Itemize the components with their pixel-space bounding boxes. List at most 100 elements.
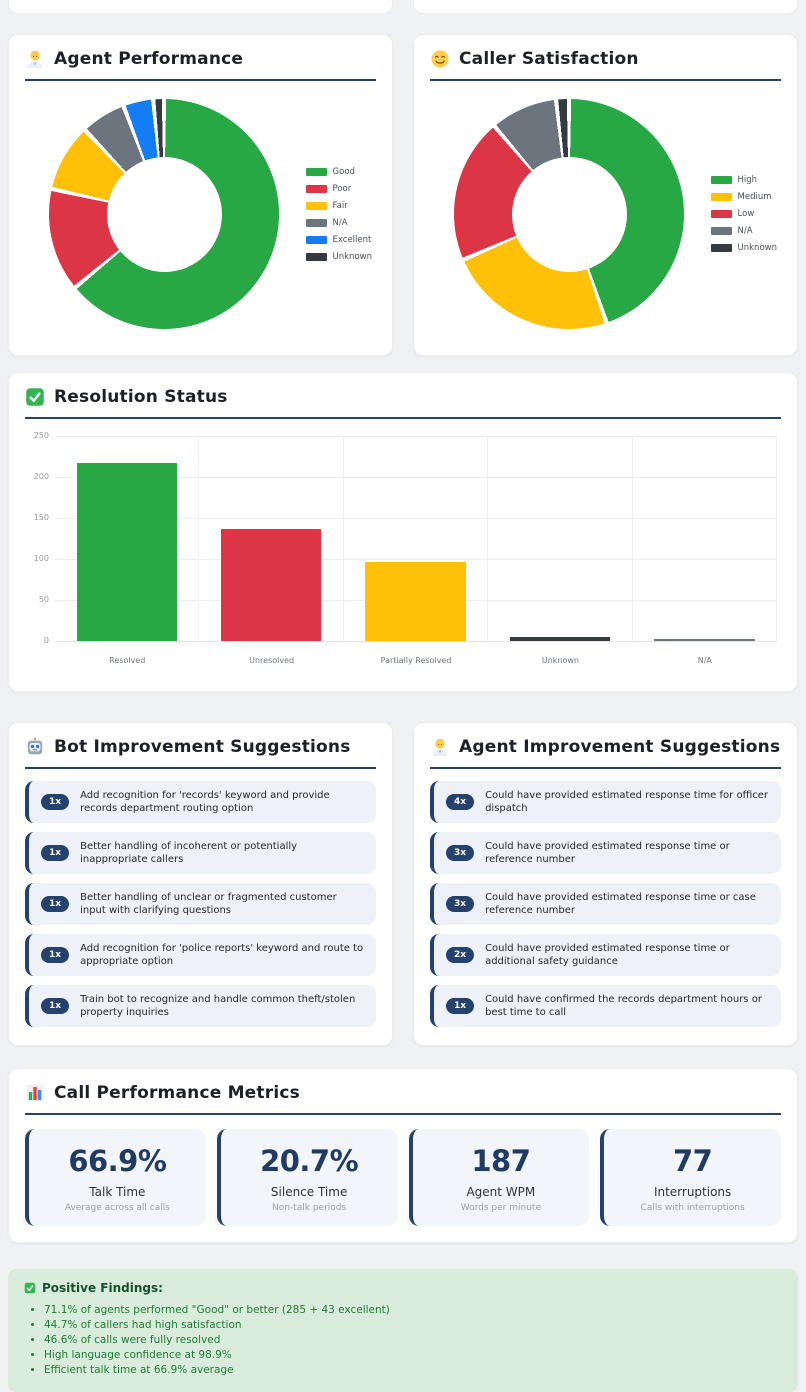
legend-swatch: [305, 201, 327, 210]
gridline: [55, 436, 777, 437]
legend-label: Unknown: [737, 243, 777, 253]
suggestion-text: Could have provided estimated response t…: [485, 892, 756, 916]
suggestion-item: 2x Could have provided estimated response…: [430, 934, 781, 976]
legend-item: Unknown: [305, 252, 372, 262]
resolution-status-title: Resolution Status: [54, 387, 228, 407]
metric-label: Talk Time: [89, 1185, 146, 1199]
legend-item: Excellent: [305, 235, 372, 245]
bar: [509, 636, 611, 641]
agent-performance-legend: Good Poor Fair N/A Excellent Unknown: [305, 167, 374, 262]
suggestion-text: Train bot to recognize and handle common…: [80, 994, 356, 1018]
legend-swatch: [305, 167, 327, 176]
robot-icon: [25, 737, 45, 757]
y-axis-tick-label: 100: [33, 554, 49, 563]
count-badge: 1x: [41, 998, 70, 1014]
agent-suggestions-list: 4x Could have provided estimated response…: [430, 781, 781, 1027]
legend-swatch: [710, 176, 732, 184]
legend-swatch: [710, 210, 732, 218]
caller-satisfaction-card: Caller Satisfaction High Medium Low N/A Unkn…: [413, 34, 798, 356]
call-metrics-title: Call Performance Metrics: [54, 1083, 300, 1103]
x-axis-tick-label: N/A: [697, 656, 712, 665]
bot-suggestions-header: Bot Improvement Suggestions: [25, 737, 376, 769]
bot-suggestions-title: Bot Improvement Suggestions: [54, 737, 351, 757]
legend-item: Medium: [710, 192, 777, 202]
suggestion-item: 1x Better handling of incoherent or poten…: [25, 832, 376, 874]
suggestion-item: 1x Add recognition for 'police reports' k…: [25, 934, 376, 976]
resolution-status-header: Resolution Status: [25, 387, 781, 419]
office-worker-icon: [430, 737, 450, 757]
legend-swatch: [305, 218, 327, 227]
check-mark-icon: [25, 387, 45, 407]
caller-satisfaction-donut: [454, 99, 684, 329]
resolution-status-card: Resolution Status 0 50 100 150 200 250 Resolve…: [8, 372, 798, 692]
bar-column: [631, 436, 776, 641]
count-badge: 1x: [41, 947, 70, 963]
legend-label: High: [737, 175, 758, 185]
suggestion-text: Better handling of incoherent or potenti…: [80, 841, 298, 865]
metric-sublabel: Words per minute: [460, 1203, 541, 1213]
suggestion-text: Add recognition for 'police reports' key…: [80, 943, 364, 967]
partial-card-right: [413, 0, 798, 14]
suggestion-item: 1x Add recognition for 'records' keyword …: [25, 781, 376, 823]
legend-item: High: [710, 175, 777, 185]
caller-satisfaction-chart: High Medium Low N/A Unknown: [430, 93, 781, 331]
gridline: [55, 477, 777, 478]
x-axis-tick-label: Partially Resolved: [380, 656, 452, 665]
suggestion-text: Better handling of unclear or fragmented…: [80, 892, 337, 916]
legend-swatch: [305, 252, 327, 261]
metric-sublabel: Non-talk periods: [272, 1203, 347, 1213]
finding-item: 71.1% of agents performed "Good" or bett…: [44, 1304, 782, 1316]
caller-satisfaction-header: Caller Satisfaction: [430, 49, 781, 81]
bar: [220, 528, 322, 641]
suggestion-item: 1x Better handling of unclear or fragment…: [25, 883, 376, 925]
metric-sublabel: Calls with interruptions: [640, 1203, 745, 1213]
bot-suggestions-list: 1x Add recognition for 'records' keyword …: [25, 781, 376, 1027]
metric-label: Interruptions: [653, 1185, 732, 1199]
y-axis-tick-label: 50: [38, 595, 49, 604]
finding-item: 44.7% of callers had high satisfaction: [44, 1319, 782, 1331]
x-axis-labels: Resolved Unresolved Partially Resolved Unkn…: [55, 656, 777, 665]
positive-findings-list: 71.1% of agents performed "Good" or bett…: [24, 1304, 782, 1376]
previous-row-card-bottoms: [8, 0, 798, 14]
suggestion-item: 4x Could have provided estimated response…: [430, 781, 781, 823]
call-metrics-card: Call Performance Metrics 66.9% Talk Time A…: [8, 1068, 798, 1243]
agent-suggestions-card: Agent Improvement Suggestions 4x Could ha…: [413, 722, 798, 1046]
resolution-bar-chart: 0 50 100 150 200 250 Resolved Unresolved Partial…: [25, 431, 781, 667]
y-axis-tick-label: 0: [43, 636, 49, 645]
legend-label: Poor: [332, 183, 352, 194]
agent-performance-donut: [49, 99, 279, 329]
suggestion-text: Could have confirmed the records departm…: [485, 994, 762, 1018]
check-mark-icon: [24, 1282, 36, 1294]
agent-performance-chart: Good Poor Fair N/A Excellent Unknown: [25, 93, 376, 331]
bot-suggestions-card: Bot Improvement Suggestions 1x Add recogn…: [8, 722, 393, 1046]
positive-findings-box: Positive Findings: 71.1% of agents perfo…: [8, 1269, 798, 1392]
bar: [365, 562, 466, 641]
call-metrics-header: Call Performance Metrics: [25, 1083, 781, 1115]
bar-chart-icon: [25, 1083, 45, 1103]
metric-card: 187 Agent WPM Words per minute: [408, 1129, 590, 1226]
legend-swatch: [710, 227, 732, 235]
legend-item: N/A: [305, 218, 372, 228]
legend-item: Poor: [305, 183, 372, 194]
suggestions-row: Bot Improvement Suggestions 1x Add recogn…: [8, 722, 798, 1046]
suggestion-item: 3x Could have provided estimated response…: [430, 832, 781, 874]
suggestion-text: Could have provided estimated response t…: [485, 943, 730, 967]
metric-value: 77: [672, 1144, 713, 1178]
y-axis-tick-label: 150: [33, 513, 49, 522]
y-axis-tick-label: 200: [33, 472, 49, 481]
legend-label: Low: [737, 209, 755, 219]
x-axis-tick-label: Resolved: [109, 656, 146, 665]
count-badge: 4x: [446, 794, 475, 810]
agent-suggestions-header: Agent Improvement Suggestions: [430, 737, 781, 769]
finding-item: Efficient talk time at 66.9% average: [44, 1364, 782, 1376]
legend-swatch: [305, 235, 327, 244]
suggestion-item: 1x Could have confirmed the records depar…: [430, 985, 781, 1027]
gridline: [55, 559, 777, 560]
finding-item: 46.6% of calls were fully resolved: [44, 1334, 782, 1346]
count-badge: 1x: [446, 998, 475, 1014]
positive-findings-label: Positive Findings:: [42, 1281, 163, 1295]
count-badge: 3x: [446, 845, 475, 861]
suggestion-text: Could have provided estimated response t…: [485, 790, 768, 814]
count-badge: 2x: [446, 947, 475, 963]
metric-sublabel: Average across all calls: [64, 1203, 170, 1213]
